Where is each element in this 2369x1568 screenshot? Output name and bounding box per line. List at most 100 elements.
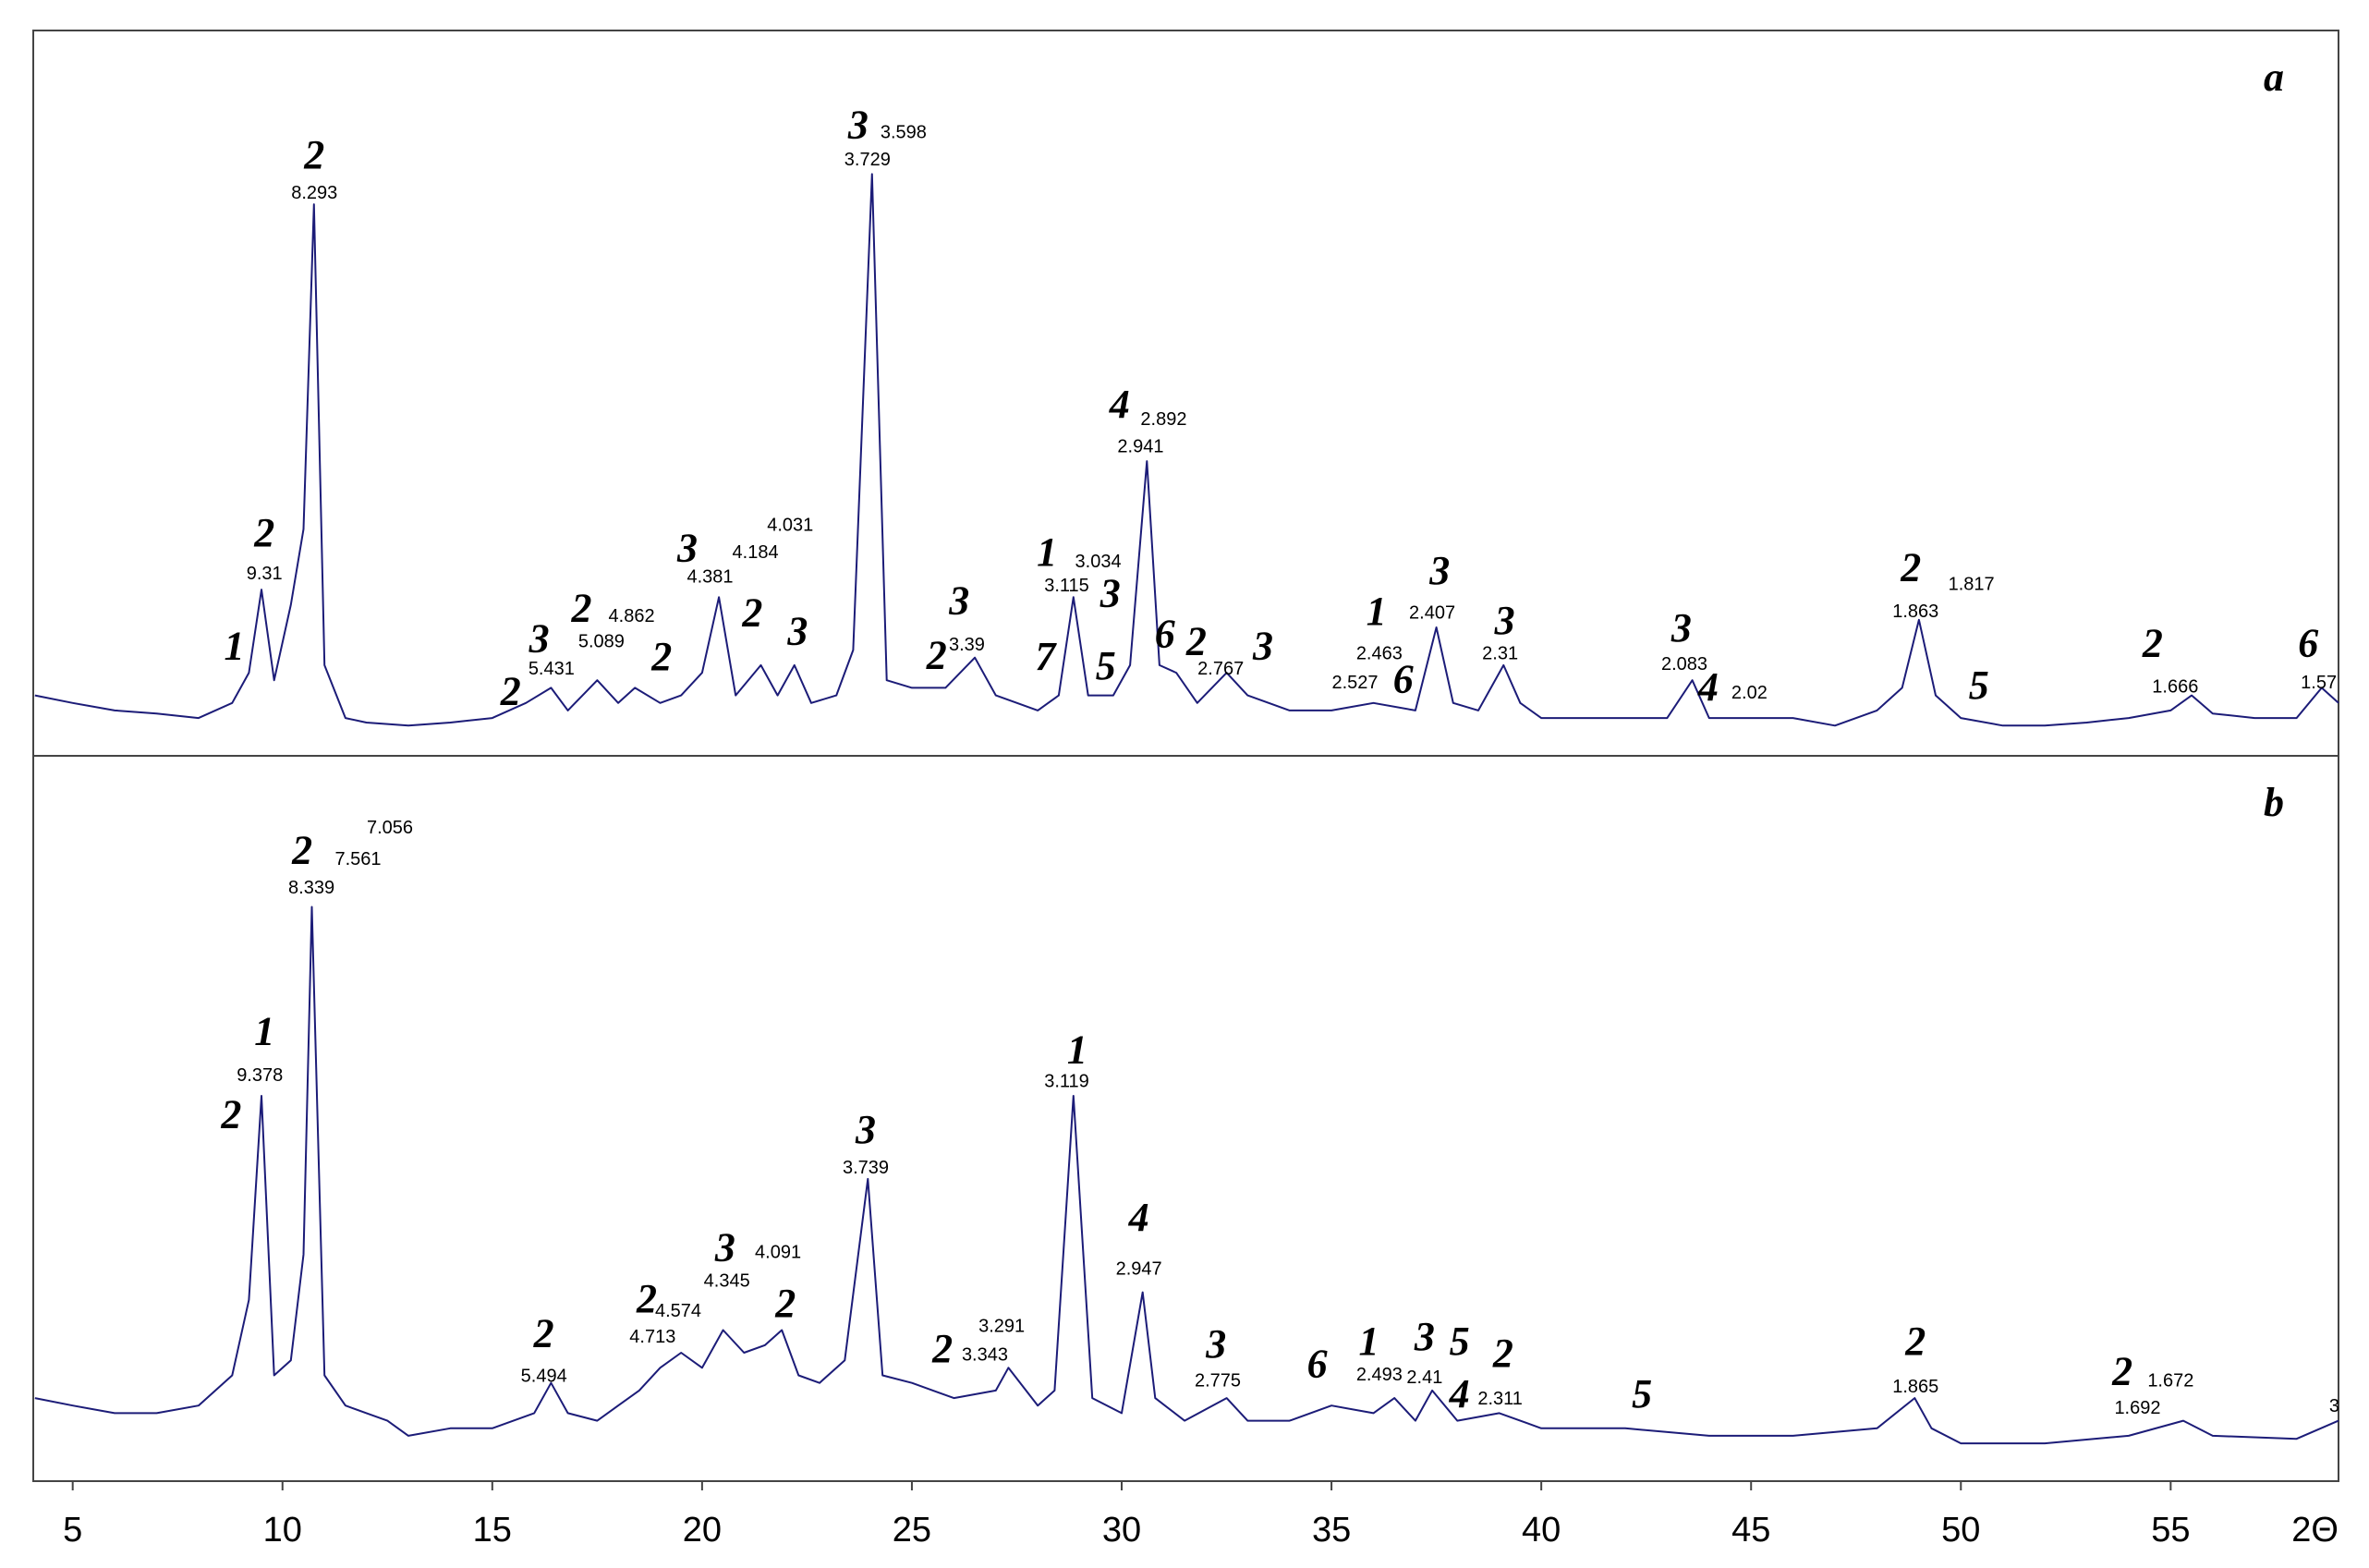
phase-label: 2 [931,1326,953,1371]
d-spacing-label: 3.034 [1075,552,1122,572]
phase-label: 2 [533,1311,554,1356]
phase-label: 3 [847,102,869,147]
d-spacing-label: 3.39 [949,635,985,655]
panel-frame [32,755,2339,1482]
phase-label: 3 [1205,1321,1226,1367]
d-spacing-label: 3.598 [881,122,927,142]
d-spacing-label: 1.817 [1949,574,1995,594]
d-spacing-label: 2.947 [1116,1258,1162,1279]
phase-label: 3 [855,1107,876,1152]
d-spacing-label: 2.775 [1195,1370,1241,1391]
d-spacing-label: 5.431 [528,659,575,679]
d-spacing-label: 2.31 [1482,644,1518,664]
x-tick-label: 25 [893,1511,931,1550]
d-spacing-label: 2.083 [1661,654,1707,675]
d-spacing-label: 4.574 [655,1301,701,1321]
d-spacing-label: 3.119 [1044,1072,1089,1092]
phase-label: 5 [1969,662,1989,708]
phase-label: 5 [1632,1371,1652,1416]
phase-label: 2 [2142,620,2163,665]
d-spacing-label: 7.056 [367,818,413,838]
d-spacing-label: 8.339 [288,878,334,898]
d-spacing-label: 4.862 [609,606,655,626]
x-tick-label: 55 [2151,1511,2190,1550]
d-spacing-label: 3.343 [962,1345,1008,1366]
phase-label: 2 [2111,1349,2132,1394]
d-spacing-label: 5.494 [521,1366,567,1386]
d-spacing-label: 4.031 [767,516,813,536]
phase-label: 2 [1904,1319,1926,1364]
x-tick-label: 40 [1522,1511,1561,1550]
d-spacing-label: 5.089 [578,632,625,652]
phase-label: 3 [528,615,550,661]
d-spacing-label: 9.31 [247,564,283,584]
phase-label: 2 [303,132,324,177]
phase-label: 4 [1109,382,1130,427]
d-spacing-label: 1.57 [2301,673,2337,693]
phase-label: 2 [636,1276,657,1321]
x-tick-label: 35 [1312,1511,1351,1550]
d-spacing-label: 3.115 [1044,576,1089,596]
phase-label: 4 [1128,1195,1149,1240]
x-tick-label: 5 [63,1511,82,1550]
phase-label: 3 [786,608,808,653]
phase-label: 6 [1307,1341,1328,1386]
phase-label: 2 [253,510,274,555]
d-spacing-label: 4.345 [704,1270,750,1291]
phase-label: 1 [254,1009,274,1054]
d-spacing-label: 4.091 [755,1242,801,1262]
phase-label: 3 [1414,1314,1435,1359]
phase-label: 2 [220,1092,241,1137]
d-spacing-label: 2.892 [1140,409,1186,430]
x-tick-label: 45 [1731,1511,1770,1550]
panel-label: a [2264,55,2284,100]
phase-label: 2 [741,590,762,636]
phase-label: 4 [1697,664,1719,710]
phase-label: 1 [225,624,245,669]
d-spacing-label: 8.293 [291,183,337,203]
phase-label: 5 [1450,1319,1470,1364]
d-spacing-label: 4.381 [686,566,733,587]
d-spacing-label: 3.291 [978,1316,1025,1336]
d-spacing-label: 1.863 [1892,602,1938,622]
phase-label: 1 [1367,589,1387,634]
phase-label: 3 [948,578,969,624]
x-tick-label: 30 [1102,1511,1141,1550]
phase-label: 6 [1155,612,1175,657]
d-spacing-label: 2.311 [1477,1389,1523,1409]
d-spacing-label: 3.739 [843,1158,889,1178]
pattern-line [34,906,2339,1445]
phase-label: 3 [1670,605,1692,650]
phase-label: 3 [1099,570,1121,615]
phase-label: 2 [291,827,312,872]
x-tick-label: 15 [473,1511,512,1550]
d-spacing-label: 4.713 [629,1327,675,1347]
phase-label: 3 [1252,624,1273,669]
d-spacing-label: 2.02 [1731,683,1768,703]
d-spacing-label: 2.941 [1117,437,1163,457]
x-axis-label: 2Θ [2291,1511,2339,1550]
panel-label: b [2264,780,2284,825]
x-tick-label: 10 [263,1511,302,1550]
d-spacing-label: 1.672 [2147,1370,2193,1391]
phase-label: 3 [676,525,698,570]
phase-label: 4 [1449,1371,1470,1416]
phase-label: 2 [1900,545,1921,590]
phase-label: 2 [1492,1331,1513,1376]
phase-label: 1 [1359,1319,1379,1364]
phase-label: 6 [2298,620,2318,665]
phase-label: 2 [500,669,521,714]
d-spacing-label: 9.378 [237,1065,283,1086]
pattern-line [34,173,2339,727]
d-spacing-label: 2.407 [1409,603,1455,624]
phase-label: 5 [1096,643,1116,688]
phase-label: 7 [1035,634,1057,679]
phase-label: 2 [926,632,947,677]
d-spacing-label: 2.493 [1356,1365,1403,1385]
d-spacing-label: 3.729 [844,150,891,170]
d-spacing-label: 2.767 [1197,659,1244,679]
d-spacing-label: 4.184 [733,542,779,563]
phase-label: 2 [774,1281,796,1326]
